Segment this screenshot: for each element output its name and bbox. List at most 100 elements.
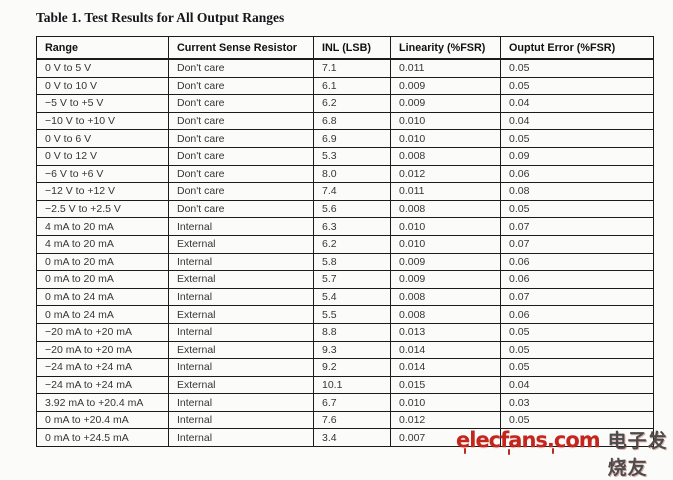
- table-cell: 9.2: [313, 358, 391, 377]
- table-cell: [500, 428, 654, 448]
- watermark-drip-mark: [508, 449, 510, 455]
- table-cell: 0.06: [500, 305, 654, 324]
- table-cell: 0.009: [390, 252, 501, 272]
- table-cell: 8.0: [313, 164, 391, 184]
- table-cell: −10 V to +10 V: [36, 111, 169, 131]
- table-cell: 0 mA to +24.5 mA: [36, 428, 169, 448]
- table-cell: 0 mA to +20.4 mA: [36, 410, 169, 430]
- table-cell: 0.010: [390, 111, 501, 131]
- table-cell: 0.012: [390, 410, 501, 430]
- table-cell: 0.06: [500, 252, 654, 272]
- table-cell: Don't care: [168, 129, 314, 148]
- table-cell: 5.6: [313, 199, 391, 219]
- table-cell: −12 V to +12 V: [36, 182, 169, 201]
- table-row: 0 V to 6 V Don't care 6.9 0.010 0.05: [36, 129, 654, 148]
- table-cell: 0.05: [500, 76, 654, 96]
- table-row: 0 mA to 24 mA Internal 5.4 0.008 0.07: [36, 287, 654, 307]
- table-cell: 0.009: [390, 270, 501, 289]
- table-row: −20 mA to +20 mA External 9.3 0.014 0.05: [36, 340, 654, 360]
- table-cell: 0.04: [500, 375, 654, 395]
- table-cell: 0.05: [500, 58, 654, 78]
- column-header: Current Sense Resistor: [168, 36, 314, 60]
- table-cell: 6.2: [313, 94, 391, 113]
- table-cell: 0.06: [500, 164, 654, 184]
- table-cell: 0.04: [500, 111, 654, 131]
- table-cell: 0 V to 6 V: [36, 129, 169, 148]
- table-cell: 0 mA to 24 mA: [36, 287, 169, 307]
- table-cell: 5.8: [313, 252, 391, 272]
- table-cell: 6.1: [313, 76, 391, 96]
- table-cell: 6.3: [313, 217, 391, 236]
- table-cell: 10.1: [313, 375, 391, 395]
- table-cell: Internal: [168, 428, 314, 448]
- table-cell: Internal: [168, 393, 314, 412]
- table-cell: 0.05: [500, 358, 654, 377]
- table-cell: 0 mA to 20 mA: [36, 270, 169, 289]
- table-cell: 0.010: [390, 393, 501, 412]
- table-cell: 6.7: [313, 393, 391, 412]
- table-cell: 0.05: [500, 410, 654, 430]
- table-row: −5 V to +5 V Don't care 6.2 0.009 0.04: [36, 94, 654, 113]
- table-cell: 0.015: [390, 375, 501, 395]
- table-row: −12 V to +12 V Don't care 7.4 0.011 0.08: [36, 182, 654, 201]
- table-cell: 0.07: [500, 287, 654, 307]
- table-cell: −24 mA to +24 mA: [36, 358, 169, 377]
- table-cell: 0.010: [390, 234, 501, 254]
- table-row: 0 mA to 20 mA Internal 5.8 0.009 0.06: [36, 252, 654, 272]
- table-row: −6 V to +6 V Don't care 8.0 0.012 0.06: [36, 164, 654, 184]
- table-cell: 0.013: [390, 322, 501, 342]
- table-cell: 3.92 mA to +20.4 mA: [36, 393, 169, 412]
- table-row: −24 mA to +24 mA Internal 9.2 0.014 0.05: [36, 358, 654, 377]
- table-cell: Don't care: [168, 146, 314, 166]
- table-row: −10 V to +10 V Don't care 6.8 0.010 0.04: [36, 111, 654, 131]
- table-row: 4 mA to 20 mA External 6.2 0.010 0.07: [36, 234, 654, 254]
- watermark-drip-mark: [464, 448, 466, 454]
- table-cell: 0.010: [390, 217, 501, 236]
- table-cell: 0.012: [390, 164, 501, 184]
- table-cell: 0.011: [390, 182, 501, 201]
- table-cell: 0.014: [390, 358, 501, 377]
- table-header-row: Range Current Sense Resistor INL (LSB) Line…: [36, 36, 654, 60]
- table-cell: 0.008: [390, 199, 501, 219]
- table-cell: External: [168, 270, 314, 289]
- table-cell: 0.008: [390, 287, 501, 307]
- table-cell: 0.007: [390, 428, 501, 448]
- table-row: 0 mA to +20.4 mA Internal 7.6 0.012 0.05: [36, 410, 654, 430]
- table-cell: 0.011: [390, 58, 501, 78]
- table-cell: 0 mA to 20 mA: [36, 252, 169, 272]
- table-cell: 5.5: [313, 305, 391, 324]
- table-cell: 0.09: [500, 146, 654, 166]
- table-cell: 0.05: [500, 199, 654, 219]
- table-cell: 7.4: [313, 182, 391, 201]
- table-cell: 0.07: [500, 234, 654, 254]
- table-cell: 0.08: [500, 182, 654, 201]
- table-cell: 0 mA to 24 mA: [36, 305, 169, 324]
- column-header: Linearity (%FSR): [390, 36, 501, 60]
- table-cell: −24 mA to +24 mA: [36, 375, 169, 395]
- table-cell: 8.8: [313, 322, 391, 342]
- table-cell: 6.8: [313, 111, 391, 131]
- table-cell: 9.3: [313, 340, 391, 360]
- table-cell: −20 mA to +20 mA: [36, 322, 169, 342]
- table-cell: Internal: [168, 287, 314, 307]
- table-cell: 6.9: [313, 129, 391, 148]
- table-cell: Don't care: [168, 164, 314, 184]
- table-cell: 7.1: [313, 58, 391, 78]
- table-cell: −2.5 V to +2.5 V: [36, 199, 169, 219]
- table-cell: −6 V to +6 V: [36, 164, 169, 184]
- table-cell: 0.009: [390, 76, 501, 96]
- table-cell: Internal: [168, 358, 314, 377]
- table-cell: External: [168, 340, 314, 360]
- table-cell: Don't care: [168, 76, 314, 96]
- table-cell: External: [168, 375, 314, 395]
- table-cell: Don't care: [168, 182, 314, 201]
- table-cell: 5.7: [313, 270, 391, 289]
- table-row: 4 mA to 20 mA Internal 6.3 0.010 0.07: [36, 217, 654, 236]
- table-cell: 3.4: [313, 428, 391, 448]
- table-row: 0 mA to 24 mA External 5.5 0.008 0.06: [36, 305, 654, 324]
- table-row: 0 V to 5 V Don't care 7.1 0.011 0.05: [36, 58, 654, 78]
- table-cell: 0.010: [390, 129, 501, 148]
- table-cell: 4 mA to 20 mA: [36, 217, 169, 236]
- table-cell: 0.04: [500, 94, 654, 113]
- table-cell: Internal: [168, 217, 314, 236]
